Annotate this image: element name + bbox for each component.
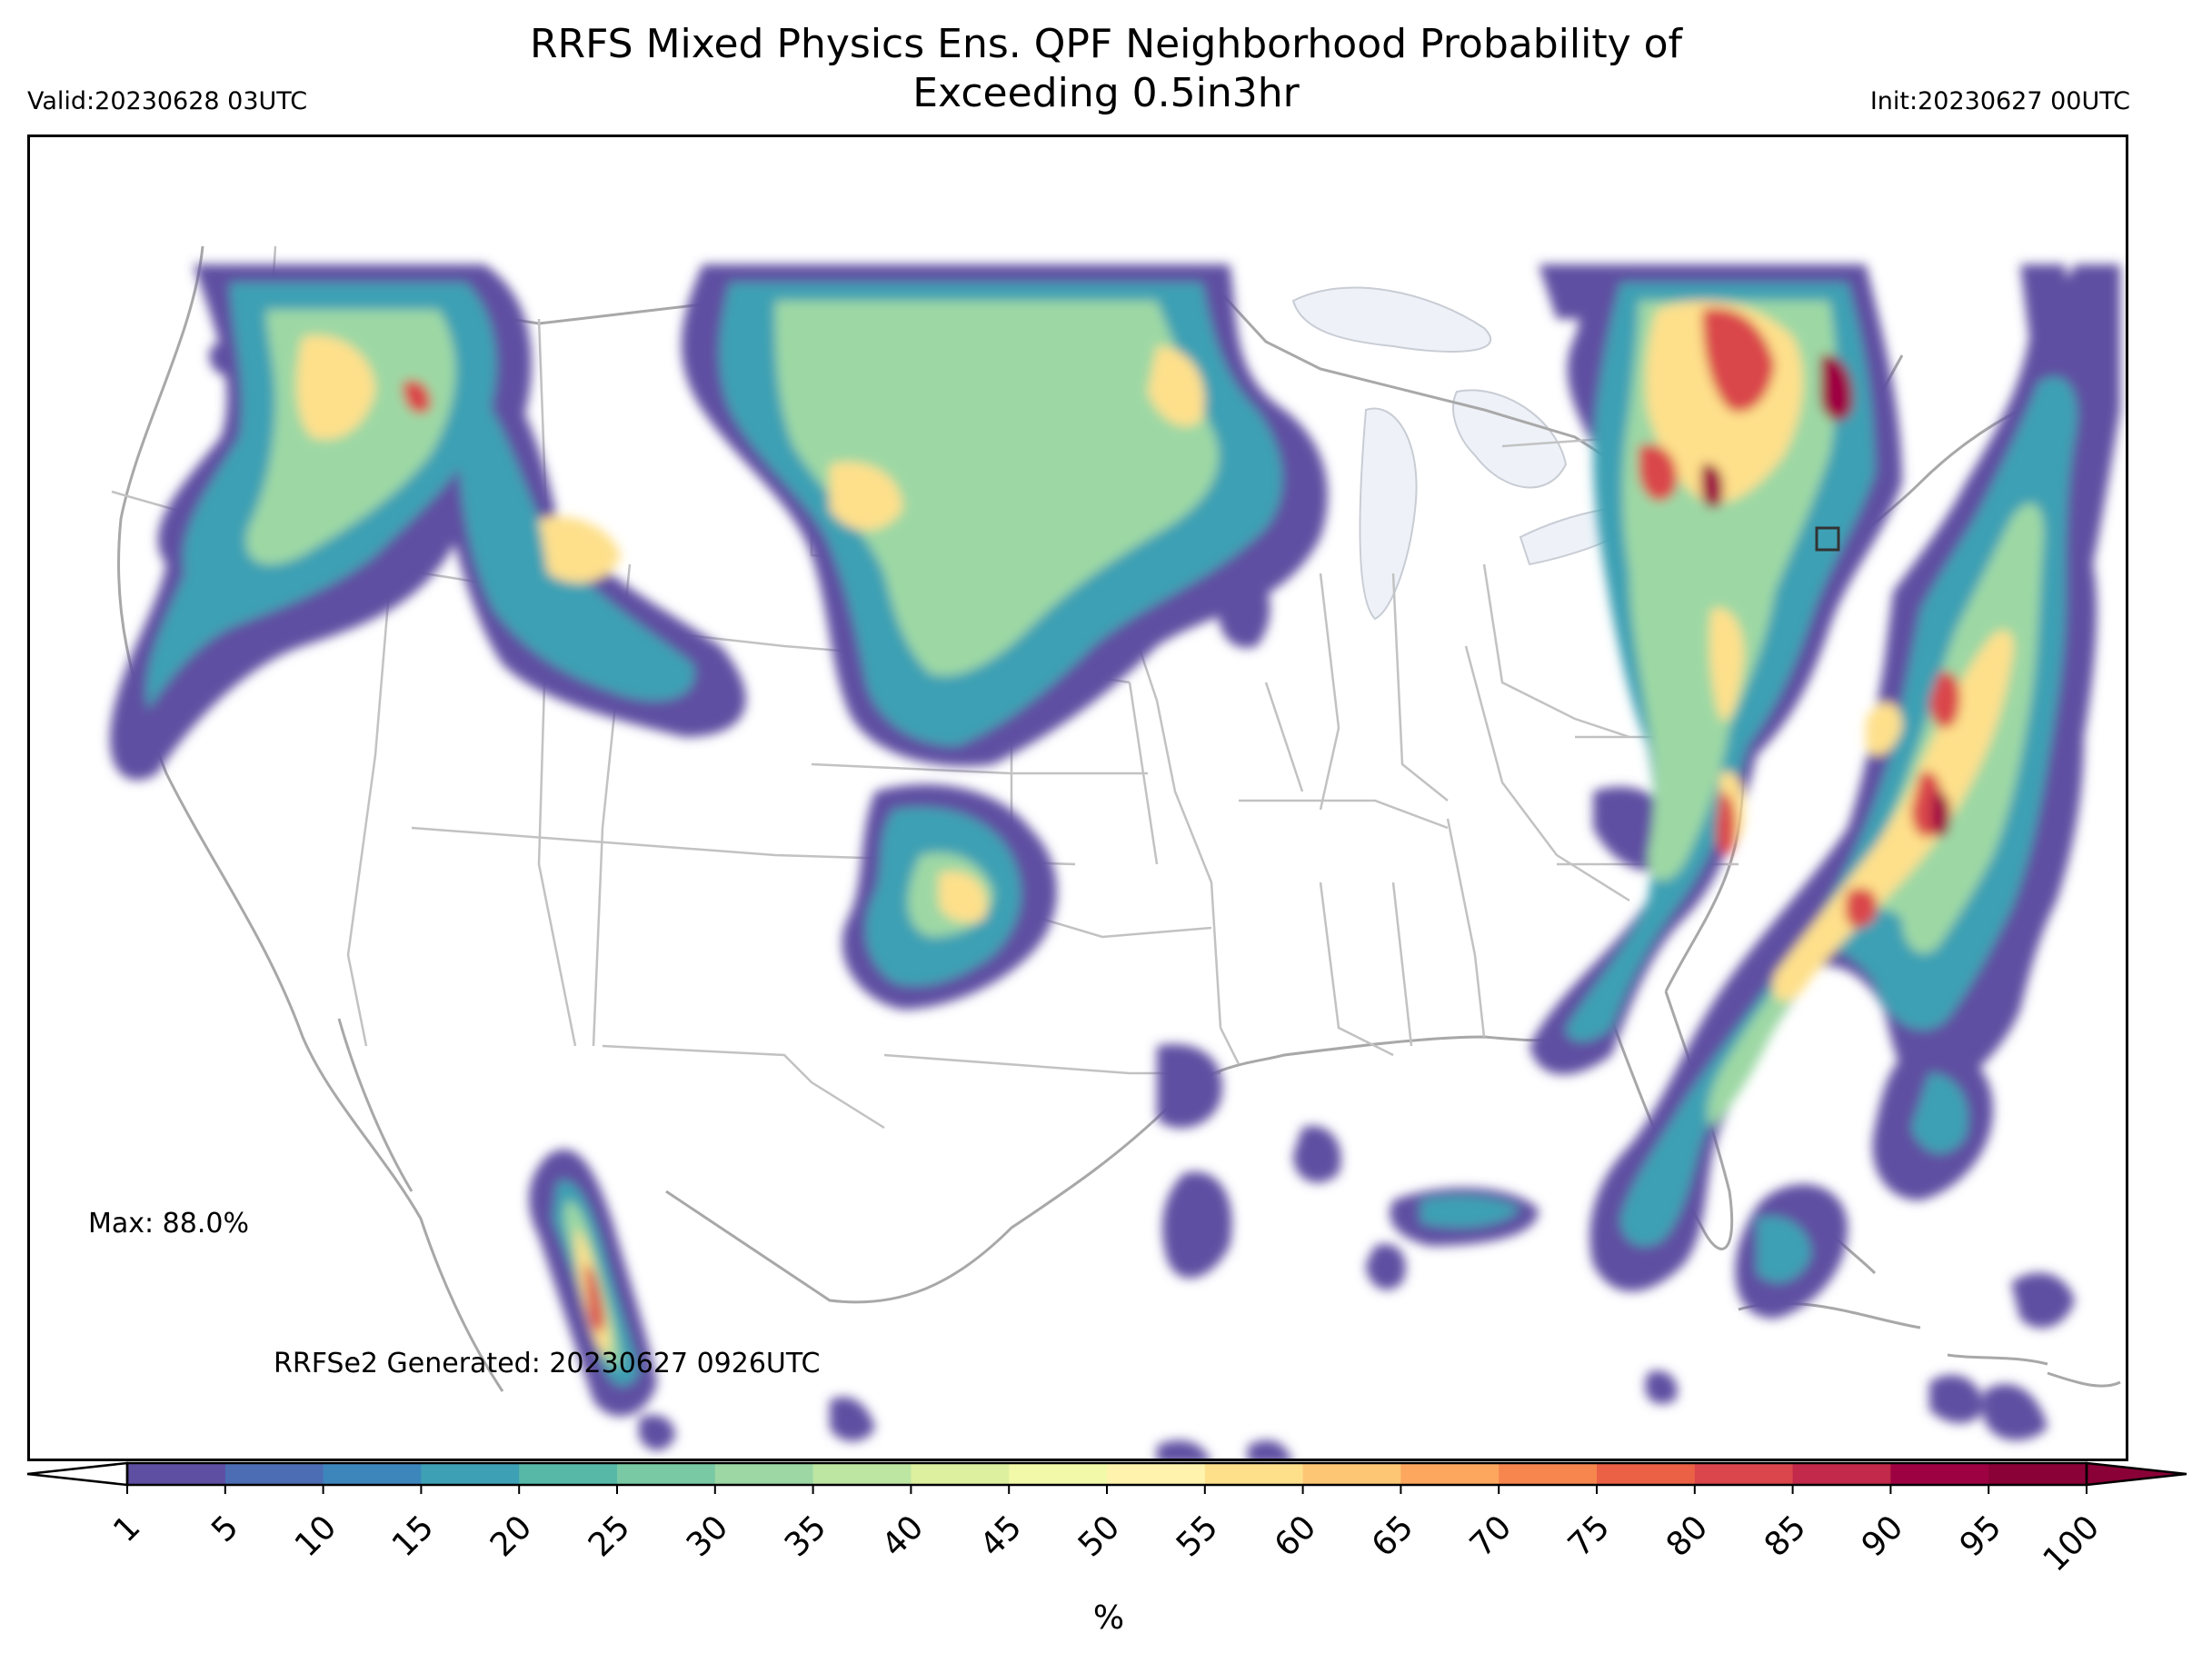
- colorbar-segment: [519, 1463, 618, 1485]
- chart-title: RRFS Mixed Physics Ens. QPF Neighborhood…: [0, 20, 2212, 118]
- colorbar-tick-label: 95: [1953, 1509, 2009, 1565]
- colorbar-tick-label: 80: [1659, 1509, 1716, 1565]
- colorbar-tick-label: 1: [106, 1509, 148, 1550]
- valid-time: Valid:20230628 03UTC: [27, 87, 308, 115]
- colorbar-tick-label: 30: [679, 1509, 736, 1565]
- baja-california: [337, 1018, 414, 1192]
- colorbar-segment: [1597, 1463, 1696, 1485]
- mexico-gulf-coast: [665, 1099, 1177, 1304]
- colorbar-segment: [323, 1463, 422, 1485]
- colorbar-min-extend: [26, 1461, 129, 1487]
- colorbar-segment: [812, 1463, 912, 1485]
- colorbar-tick-label: 60: [1267, 1509, 1323, 1565]
- map-svg: [110, 245, 2121, 1459]
- colorbar-tick-label: 70: [1463, 1509, 1520, 1565]
- colorbar-segment: [127, 1463, 226, 1485]
- colorbar-segment: [1499, 1463, 1598, 1485]
- title-line-1: RRFS Mixed Physics Ens. QPF Neighborhood…: [529, 21, 1683, 67]
- colorbar-outline: [125, 1461, 2088, 1487]
- probability-field: [110, 264, 2120, 1459]
- colorbar-segment: [1204, 1463, 1304, 1485]
- colorbar-tick-label: 85: [1757, 1509, 1813, 1565]
- lake-michigan: [1359, 407, 1418, 621]
- colorbar-tick-label: 25: [581, 1509, 638, 1565]
- map-panel: Max: 88.0% RRFSe2 Generated: 20230627 09…: [27, 134, 2128, 1461]
- title-line-2: Exceeding 0.5in3hr: [912, 70, 1300, 116]
- generated-label: RRFSe2 Generated: 20230627 0926UTC: [274, 1348, 821, 1379]
- colorbar-segments: [127, 1463, 2087, 1485]
- colorbar-segment: [714, 1463, 814, 1485]
- colorbar-tick-label: 5: [204, 1509, 246, 1550]
- colorbar-segment: [1694, 1463, 1794, 1485]
- max-label: Max: 88.0%: [88, 1208, 249, 1240]
- colorbar-tick-label: 90: [1855, 1509, 1911, 1565]
- colorbar-segment: [421, 1463, 520, 1485]
- colorbar-segment: [911, 1463, 1010, 1485]
- colorbar-tick-label: 15: [385, 1509, 442, 1565]
- colorbar-segment: [224, 1463, 324, 1485]
- colorbar-segment: [1302, 1463, 1401, 1485]
- colorbar-segment: [617, 1463, 716, 1485]
- west-coast: [116, 245, 504, 1392]
- colorbar-segment: [1988, 1463, 2087, 1485]
- colorbar-segment: [1400, 1463, 1500, 1485]
- init-time: Init:20230627 00UTC: [1869, 87, 2130, 115]
- domain-marker: [1815, 526, 1840, 552]
- prob-band-6: [1700, 354, 1951, 838]
- colorbar-tick-label: 100: [2036, 1509, 2107, 1579]
- colorbar-tick-label: 50: [1071, 1509, 1128, 1565]
- colorbar-tick-label: 10: [287, 1509, 344, 1565]
- colorbar-tick-label: 20: [483, 1509, 540, 1565]
- colorbar-tick-label: 75: [1560, 1509, 1618, 1565]
- colorbar-segment: [1009, 1463, 1108, 1485]
- colorbar-segment: [1792, 1463, 1891, 1485]
- colorbar-tick-label: 40: [875, 1509, 932, 1565]
- lake-huron: [1452, 389, 1568, 489]
- colorbar-segment: [1107, 1463, 1206, 1485]
- colorbar-ticks: [126, 1485, 2087, 1494]
- lake-superior: [1291, 286, 1492, 353]
- colorbar-tick-label: 65: [1365, 1509, 1421, 1565]
- colorbar-unit: %: [1092, 1599, 1125, 1637]
- colorbar-segment: [1890, 1463, 1989, 1485]
- colorbar-tick-label: 45: [973, 1509, 1030, 1565]
- colorbar-tick-label: 35: [777, 1509, 833, 1565]
- colorbar-tick-label: 55: [1169, 1509, 1226, 1565]
- colorbar-max-extend: [2085, 1461, 2187, 1487]
